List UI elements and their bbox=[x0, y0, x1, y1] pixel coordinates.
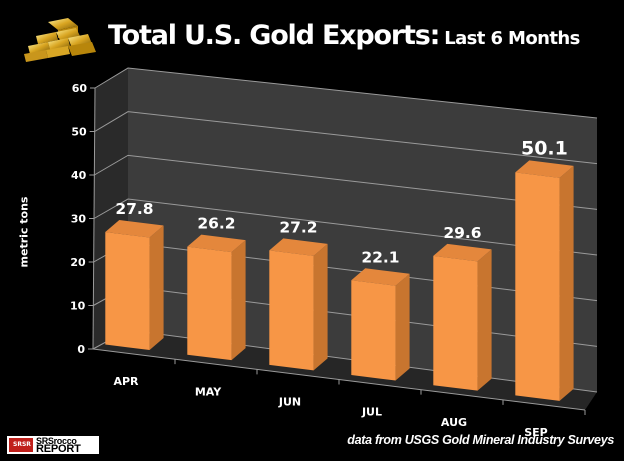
gold-bars-icon bbox=[24, 18, 96, 62]
gridline bbox=[94, 111, 598, 165]
bar-side-face bbox=[477, 249, 492, 391]
bar: 50.1 bbox=[515, 137, 574, 401]
x-tick-label: SEP bbox=[524, 426, 548, 439]
title-main: Total U.S. Gold Exports: bbox=[108, 20, 440, 51]
bar-side-face bbox=[149, 225, 164, 351]
y-tick-label: 50 bbox=[71, 126, 87, 139]
data-label: 22.1 bbox=[361, 248, 399, 266]
y-tick-label: 60 bbox=[72, 82, 88, 95]
data-label: 50.1 bbox=[521, 137, 568, 159]
x-tick-label: JUN bbox=[278, 395, 301, 408]
y-axis-line bbox=[92, 87, 96, 350]
y-axis-label: metric tons bbox=[17, 196, 31, 268]
data-label: 29.6 bbox=[443, 224, 481, 242]
x-axis-ticks: APR MAY JUN JUL AUG SEP bbox=[113, 359, 586, 439]
bar-front-face bbox=[433, 255, 478, 391]
bar: 27.2 bbox=[269, 218, 328, 371]
x-tick-label: JUL bbox=[361, 406, 382, 419]
logo-line2: REPORT bbox=[36, 443, 81, 455]
y-tick-label: 20 bbox=[70, 256, 86, 269]
x-tick-label: AUG bbox=[441, 416, 467, 429]
data-source-note: data from USGS Gold Mineral Industry Sur… bbox=[347, 433, 614, 447]
bar: 22.1 bbox=[351, 248, 410, 381]
bars: 27.8 26.2 27.2 22.1 29.6 50.1 bbox=[105, 137, 574, 401]
bar: 27.8 bbox=[105, 200, 164, 351]
bar-side-face bbox=[231, 240, 246, 361]
gridline bbox=[93, 198, 598, 256]
bar-top-face bbox=[515, 160, 574, 178]
logo-flag-icon: SRSR bbox=[9, 438, 33, 452]
bar-front-face bbox=[187, 246, 232, 361]
x-tick-label: MAY bbox=[195, 385, 222, 398]
bar-front-face bbox=[105, 232, 150, 351]
bar-top-face bbox=[187, 234, 246, 253]
bar-front-face bbox=[351, 280, 396, 381]
bar-front-face bbox=[269, 250, 314, 371]
bar: 26.2 bbox=[187, 215, 246, 361]
bar: 29.6 bbox=[433, 224, 492, 391]
bar-front-face bbox=[515, 172, 560, 401]
data-label: 26.2 bbox=[197, 215, 235, 233]
y-tick-label: 0 bbox=[77, 343, 85, 356]
gridline bbox=[94, 154, 598, 210]
data-label: 27.8 bbox=[115, 200, 153, 218]
bar-side-face bbox=[313, 243, 328, 371]
srsrocco-report-logo: SRSR SRSrocco REPORT bbox=[7, 436, 99, 455]
title-subtitle: Last 6 Months bbox=[444, 28, 580, 49]
bar-top-face bbox=[433, 243, 492, 262]
x-tick-label: APR bbox=[113, 375, 139, 388]
chart-title: Total U.S. Gold Exports: Last 6 Months bbox=[108, 20, 580, 51]
bar-top-face bbox=[105, 220, 164, 238]
bar-top-face bbox=[269, 238, 328, 256]
y-tick-label: 10 bbox=[70, 300, 86, 313]
data-label: 27.2 bbox=[279, 218, 317, 236]
bar-side-face bbox=[559, 165, 574, 401]
logo-line1: SRSrocco bbox=[36, 436, 77, 446]
bar-top-face bbox=[351, 268, 410, 286]
y-tick-label: 40 bbox=[71, 169, 87, 182]
gridline bbox=[94, 67, 598, 119]
bar-side-face bbox=[395, 273, 410, 381]
y-tick-label: 30 bbox=[71, 213, 87, 226]
